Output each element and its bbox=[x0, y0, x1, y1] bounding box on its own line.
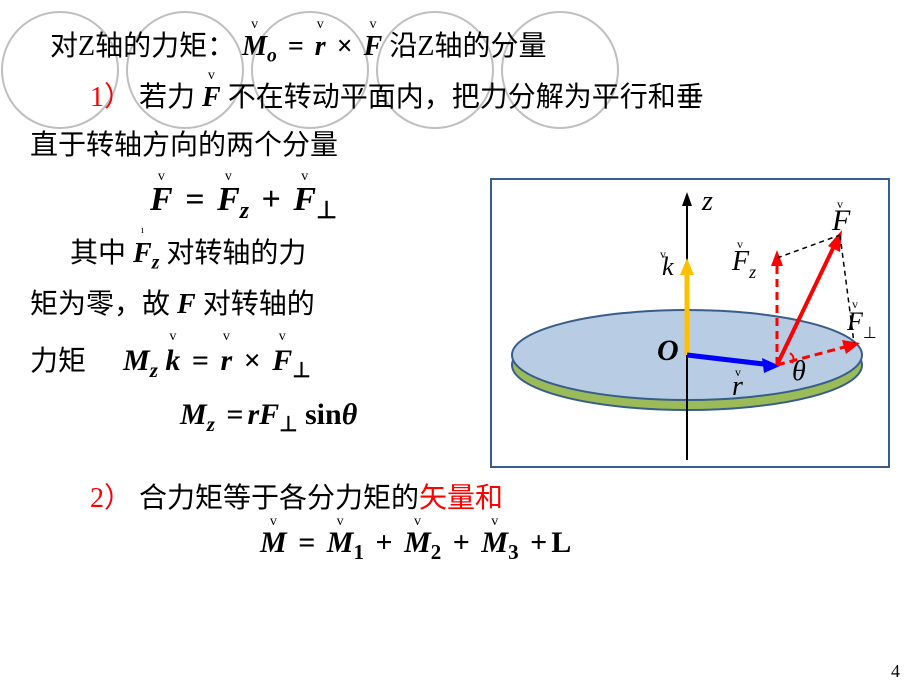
f1-Fpsub: ⊥ bbox=[316, 198, 337, 224]
l4-p1: 其中 bbox=[70, 238, 133, 269]
line1-r: r bbox=[315, 31, 326, 62]
page-number: 4 bbox=[891, 661, 900, 682]
line1-Msub: o bbox=[267, 46, 277, 67]
line1-M: M bbox=[242, 31, 267, 62]
f2-Msub: z bbox=[150, 358, 158, 382]
line2-p1: 若力 bbox=[139, 82, 195, 113]
l7-p1: 合力矩等于各分力矩的 bbox=[139, 483, 419, 514]
f4-s2: 2 bbox=[431, 540, 442, 564]
f1-eq: = bbox=[181, 181, 208, 218]
line1-times: × bbox=[333, 31, 357, 62]
label-z: z bbox=[701, 186, 713, 217]
line1-suffix: 沿Z轴的分量 bbox=[389, 31, 546, 62]
svg-text:v: v bbox=[660, 247, 666, 261]
mid-row: vF = vFz + vF⊥ 其中 ıFz 对转轴的力 矩为零，故 F 对转轴的… bbox=[30, 173, 890, 468]
f3-eq: = bbox=[222, 398, 247, 431]
f3-Msub: z bbox=[207, 412, 215, 436]
f4-L: L bbox=[551, 526, 571, 559]
line-7: 2） 合力矩等于各分力矩的矢量和 bbox=[90, 478, 890, 520]
f1-plus: + bbox=[258, 181, 285, 218]
line1-F: F bbox=[364, 31, 383, 62]
f4-p3: + bbox=[526, 526, 551, 559]
line2-p2: 不在转动平面内，把力分解为平行和垂 bbox=[228, 82, 704, 113]
svg-text:v: v bbox=[737, 237, 743, 251]
f4-M2: M bbox=[404, 526, 431, 559]
l4-p2: 对转轴的力 bbox=[166, 238, 306, 269]
f2-F: F bbox=[272, 344, 292, 377]
l4-Fzsub: z bbox=[152, 252, 160, 273]
f1-Fp: F bbox=[293, 181, 316, 218]
f3-sin: sin bbox=[305, 398, 342, 431]
l5-p1: 矩为零，故 bbox=[30, 289, 177, 320]
line2-F: F bbox=[202, 82, 221, 113]
f1-F: F bbox=[150, 181, 173, 218]
l5-F: F bbox=[177, 289, 196, 320]
f4-M3: M bbox=[481, 526, 508, 559]
f3-M: M bbox=[180, 398, 207, 431]
l4-Fz: F bbox=[133, 238, 152, 269]
f4-M: M bbox=[260, 526, 287, 559]
diagram-svg: z k v Fz v F v F⊥ v O r v bbox=[492, 180, 892, 470]
f4-s3: 3 bbox=[508, 540, 519, 564]
f1-Fzsub: z bbox=[240, 198, 249, 224]
l5-p2: 对转轴的 bbox=[203, 289, 315, 320]
f3-r: r bbox=[247, 398, 259, 431]
label-theta: θ bbox=[792, 356, 806, 387]
f4-eq: = bbox=[294, 526, 319, 559]
line-1: 对Z轴的力矩： vMo = vr × vF 沿Z轴的分量 bbox=[50, 26, 890, 71]
f2-times: × bbox=[240, 344, 265, 377]
f2-M: M bbox=[123, 344, 150, 377]
l7-p2: 矢量和 bbox=[419, 483, 503, 514]
f4-p2: + bbox=[449, 526, 474, 559]
f2-Fsub: ⊥ bbox=[292, 358, 310, 382]
label-Fperp: F bbox=[846, 307, 864, 336]
line-4: 其中 ıFz 对转轴的力 bbox=[70, 233, 490, 278]
f3-theta: θ bbox=[342, 398, 358, 431]
diagram: z k v Fz v F v F⊥ v O r v bbox=[490, 178, 890, 468]
label-Fperp-sub: ⊥ bbox=[863, 325, 877, 342]
label-Fz-sub: z bbox=[748, 262, 756, 282]
l6-text: 力矩 bbox=[30, 346, 86, 377]
line1-eq: = bbox=[284, 31, 308, 62]
formula-4: vM = vM1 + vM2 + vM3 +L bbox=[260, 526, 890, 565]
f2-r: r bbox=[221, 344, 233, 377]
svg-text:F⊥: F⊥ bbox=[846, 307, 877, 342]
line-3: 直于转轴方向的两个分量 bbox=[30, 125, 890, 167]
line1-prefix: 对Z轴的力矩： bbox=[50, 31, 235, 62]
slide-content: 对Z轴的力矩： vMo = vr × vF 沿Z轴的分量 1） 若力 vF 不在… bbox=[0, 0, 920, 581]
line-2: 1） 若力 vF 不在转动平面内，把力分解为平行和垂 bbox=[90, 77, 890, 119]
f2-k: k bbox=[165, 344, 180, 377]
f1-Fz: F bbox=[217, 181, 240, 218]
line2-num: 1） bbox=[90, 82, 132, 113]
f4-s1: 1 bbox=[353, 540, 364, 564]
svg-text:v: v bbox=[852, 297, 858, 311]
f2-eq: = bbox=[188, 344, 213, 377]
formula-3: Mz =rF⊥ sinθ bbox=[180, 398, 490, 437]
left-column: vF = vFz + vF⊥ 其中 ıFz 对转轴的力 矩为零，故 F 对转轴的… bbox=[30, 173, 490, 443]
formula-1: vF = vFz + vF⊥ bbox=[150, 181, 490, 225]
f4-p1: + bbox=[371, 526, 396, 559]
line-5: 矩为零，故 F 对转轴的 bbox=[30, 284, 490, 326]
svg-text:v: v bbox=[735, 365, 741, 379]
line-6: 力矩 Mz vk = vr × vF⊥ bbox=[30, 338, 311, 387]
f4-M1: M bbox=[327, 526, 354, 559]
label-O: O bbox=[657, 334, 679, 367]
svg-text:Fz: Fz bbox=[731, 246, 756, 282]
l7-num: 2） bbox=[90, 483, 132, 514]
svg-text:v: v bbox=[837, 197, 843, 211]
f3-F: F bbox=[259, 398, 279, 431]
f3-Fsub: ⊥ bbox=[279, 412, 297, 436]
